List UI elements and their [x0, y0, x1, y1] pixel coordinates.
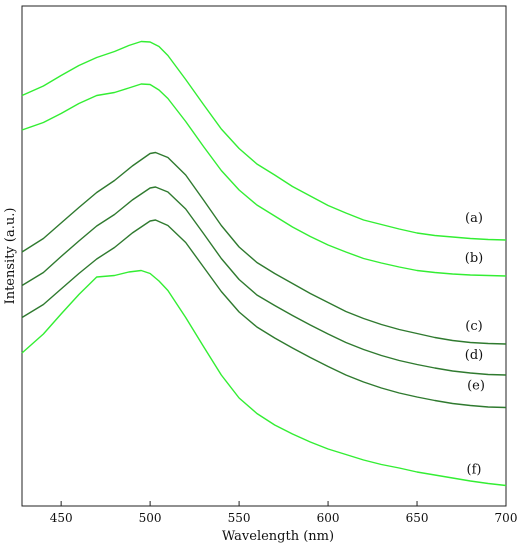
plot-frame — [21, 5, 507, 507]
curve-label-d: (d) — [465, 348, 483, 363]
x-tick-label-700: 700 — [495, 511, 518, 525]
spectral-curves — [21, 40, 507, 487]
curve-d — [21, 186, 507, 376]
x-tick-label-600: 600 — [317, 511, 340, 525]
curve-label-f: (f) — [467, 463, 482, 478]
x-axis-ticks: 450 500 550 600 650 700 — [50, 501, 518, 525]
curve-labels: (a) (b) (c) (d) (e) (f) — [465, 211, 485, 478]
curve-f — [21, 269, 507, 487]
curve-label-b: (b) — [465, 251, 483, 266]
x-tick-label-500: 500 — [139, 511, 162, 525]
curve-e — [21, 219, 507, 409]
plot-area: (a) (b) (c) (d) (e) (f) 450 500 550 600 650 700 — [21, 5, 518, 525]
curve-b — [21, 83, 507, 277]
curve-label-a: (a) — [465, 211, 483, 226]
curve-a — [21, 40, 507, 241]
curve-c — [21, 151, 507, 345]
curve-label-e: (e) — [467, 379, 485, 394]
curve-label-c: (c) — [465, 319, 482, 334]
x-axis-label: Wavelength (nm) — [222, 529, 334, 544]
x-tick-label-450: 450 — [50, 511, 73, 525]
y-axis-label: Intensity (a.u.) — [3, 208, 18, 305]
x-tick-label-550: 550 — [228, 511, 251, 525]
x-tick-label-650: 650 — [406, 511, 429, 525]
